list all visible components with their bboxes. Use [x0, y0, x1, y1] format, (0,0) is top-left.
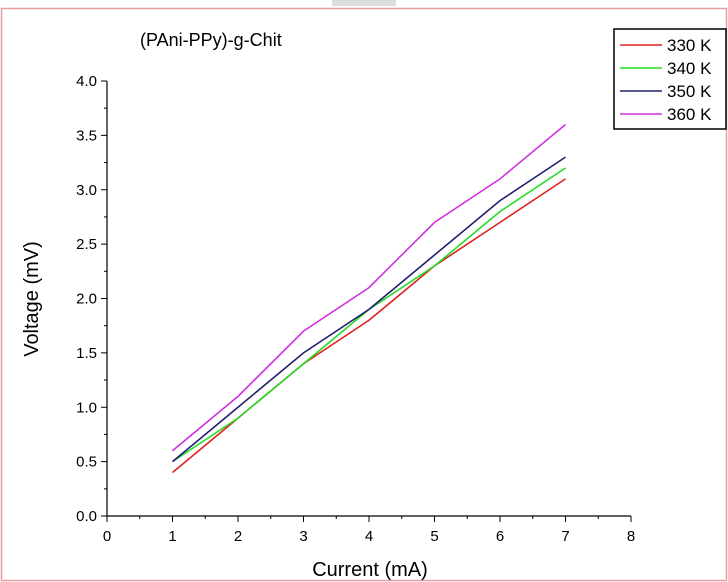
series-line-360k [171, 123, 567, 452]
y-tick-label: 0.5 [76, 454, 97, 471]
y-tick-label: 0.0 [76, 508, 97, 525]
axes: 0 1 2 3 4 5 6 7 8 0.0 0.5 1.0 1.5 2.0 2.5 3.0 3.5 4.0 [76, 73, 635, 545]
x-tick-label: 5 [430, 528, 438, 545]
x-tick-label: 4 [365, 528, 373, 545]
y-tick-label: 1.5 [76, 345, 97, 362]
y-tick-label: 3.5 [76, 127, 97, 144]
series-line-350k [171, 156, 566, 463]
x-tick-label: 1 [168, 528, 176, 545]
legend-label: 360 K [667, 105, 712, 124]
y-tick-label: 2.0 [76, 291, 97, 308]
x-tick-label: 0 [103, 528, 111, 545]
x-tick-label: 7 [561, 528, 569, 545]
x-tick-label: 8 [627, 528, 635, 545]
y-tick-label: 3.0 [76, 182, 97, 199]
legend-label: 330 K [667, 36, 712, 55]
window-grip [332, 0, 396, 6]
y-tick-label: 1.0 [76, 399, 97, 416]
y-tick-label: 4.0 [76, 73, 97, 90]
chart-frame [0, 7, 728, 582]
legend-label: 350 K [667, 82, 712, 101]
x-tick-label: 3 [299, 528, 307, 545]
x-tick-label: 2 [234, 528, 242, 545]
legend: 330 K 340 K 350 K 360 K [613, 28, 727, 130]
x-axis-label: Current (mA) [312, 559, 428, 581]
y-axis-label: Voltage (mV) [21, 241, 43, 357]
legend-label: 340 K [667, 59, 712, 78]
y-tick-label: 2.5 [76, 236, 97, 253]
x-tick-label: 6 [496, 528, 504, 545]
series-layer [171, 123, 567, 474]
chart-title: (PAni-PPy)-g-Chit [140, 30, 282, 50]
